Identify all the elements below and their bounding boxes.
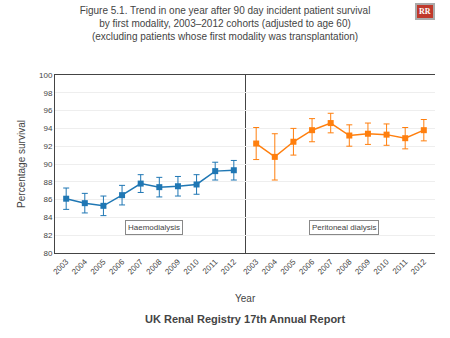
svg-text:2006: 2006 <box>297 257 316 276</box>
svg-text:2007: 2007 <box>126 257 145 276</box>
svg-text:2011: 2011 <box>391 257 410 276</box>
svg-text:86: 86 <box>43 195 52 204</box>
svg-text:90: 90 <box>43 160 52 169</box>
svg-text:UK Renal Registry 17th Annual: UK Renal Registry 17th Annual Report <box>145 313 345 325</box>
svg-text:2008: 2008 <box>145 257 164 276</box>
svg-text:2003: 2003 <box>51 257 70 276</box>
svg-text:100: 100 <box>39 71 53 80</box>
svg-text:2005: 2005 <box>89 257 108 276</box>
svg-text:94: 94 <box>43 124 52 133</box>
svg-text:2012: 2012 <box>219 257 238 276</box>
svg-text:2011: 2011 <box>201 257 220 276</box>
svg-text:2010: 2010 <box>182 257 201 276</box>
svg-text:2004: 2004 <box>260 257 279 276</box>
svg-text:2012: 2012 <box>409 257 428 276</box>
svg-text:2003: 2003 <box>241 257 260 276</box>
svg-text:2006: 2006 <box>107 257 126 276</box>
svg-text:Year: Year <box>235 293 256 304</box>
svg-text:2008: 2008 <box>335 257 354 276</box>
svg-text:2010: 2010 <box>372 257 391 276</box>
svg-text:82: 82 <box>43 231 52 240</box>
svg-text:Percentage survival: Percentage survival <box>16 120 27 208</box>
svg-text:92: 92 <box>43 142 52 151</box>
svg-text:2009: 2009 <box>353 257 372 276</box>
svg-text:98: 98 <box>43 89 52 98</box>
svg-text:84: 84 <box>43 213 52 222</box>
svg-text:80: 80 <box>43 249 52 258</box>
svg-text:RR: RR <box>419 7 431 16</box>
svg-text:Peritoneal dialysis: Peritoneal dialysis <box>312 223 376 232</box>
svg-text:2004: 2004 <box>70 257 89 276</box>
svg-text:88: 88 <box>43 178 52 187</box>
svg-text:2009: 2009 <box>163 257 182 276</box>
svg-text:2005: 2005 <box>279 257 298 276</box>
svg-text:Figure 5.1. Trend in one year: Figure 5.1. Trend in one year after 90 d… <box>80 5 371 42</box>
svg-text:Haemodialysis: Haemodialysis <box>128 223 180 232</box>
svg-text:96: 96 <box>43 106 52 115</box>
svg-text:2007: 2007 <box>316 257 335 276</box>
